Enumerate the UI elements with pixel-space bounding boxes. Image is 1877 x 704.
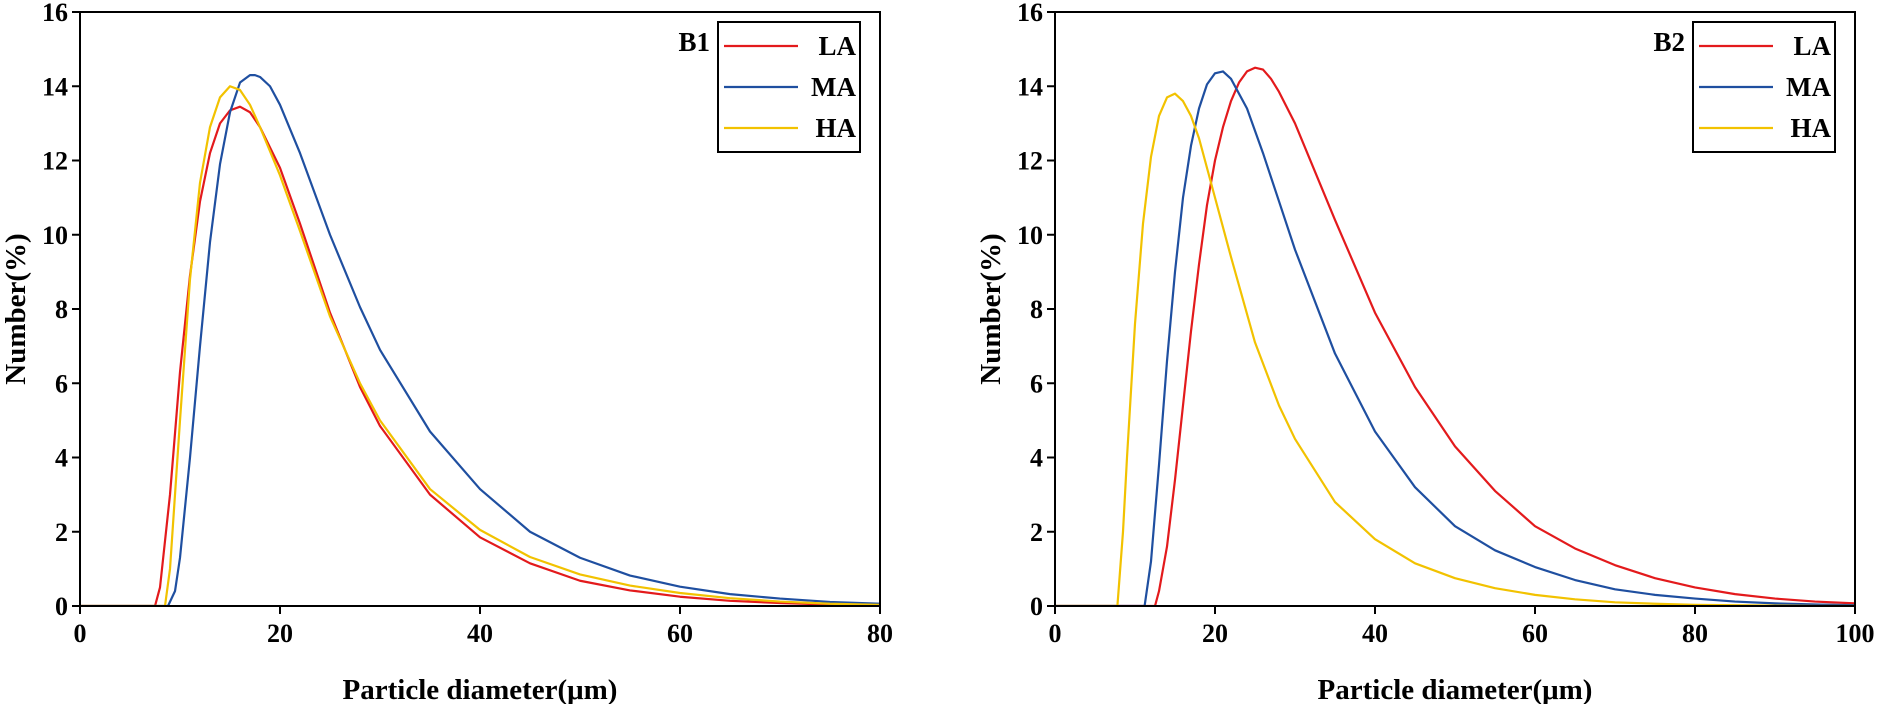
legend-label-la: LA bbox=[818, 31, 856, 61]
x-tick-label: 80 bbox=[1682, 619, 1708, 648]
y-tick-label: 16 bbox=[42, 0, 68, 27]
chart-panel-b2: 0 20 40 60 80 100 0 2 4 6 8 10 12 14 16 Particle diamet… bbox=[975, 0, 1875, 704]
y-tick-label: 10 bbox=[42, 221, 68, 250]
legend: LA MA HA bbox=[1692, 21, 1836, 153]
y-tick-label: 6 bbox=[55, 369, 68, 398]
y-tick-label: 16 bbox=[1017, 0, 1043, 27]
y-tick-label: 4 bbox=[55, 444, 68, 473]
y-tick-label: 2 bbox=[55, 518, 68, 547]
x-tick-label: 100 bbox=[1836, 619, 1875, 648]
series-line-ha bbox=[80, 85, 880, 606]
series-line-ma bbox=[1055, 70, 1855, 606]
x-axis-title: Particle diameter(μm) bbox=[343, 674, 618, 704]
y-tick-label: 0 bbox=[1030, 592, 1043, 621]
x-tick-label: 60 bbox=[667, 619, 693, 648]
y-tick-label: 12 bbox=[42, 147, 68, 176]
y-tick-label: 2 bbox=[1030, 518, 1043, 547]
series-line-la bbox=[1055, 66, 1855, 606]
chart-panel-b1: 0 20 40 60 80 0 2 4 6 8 10 12 14 16 Particle diameter(… bbox=[0, 0, 893, 704]
y-tick-label: 0 bbox=[55, 592, 68, 621]
y-tick-label: 4 bbox=[1030, 444, 1043, 473]
panel-label: B1 bbox=[678, 27, 710, 57]
panel-label: B2 bbox=[1653, 27, 1685, 57]
y-tick-label: 14 bbox=[1017, 72, 1043, 101]
series-line-ha bbox=[1055, 92, 1855, 606]
y-tick-label: 8 bbox=[55, 295, 68, 324]
y-tick-label: 6 bbox=[1030, 369, 1043, 398]
x-tick-label: 0 bbox=[74, 619, 87, 648]
legend-label-la: LA bbox=[1793, 31, 1831, 61]
y-axis-title: Number(%) bbox=[0, 233, 32, 384]
x-tick-label: 20 bbox=[1202, 619, 1228, 648]
y-tick-label: 12 bbox=[1017, 147, 1043, 176]
x-tick-label: 20 bbox=[267, 619, 293, 648]
legend-label-ha: HA bbox=[816, 113, 857, 143]
series-line-ma bbox=[80, 74, 880, 606]
y-tick-label: 14 bbox=[42, 72, 68, 101]
legend-label-ha: HA bbox=[1791, 113, 1832, 143]
y-tick-label: 8 bbox=[1030, 295, 1043, 324]
x-tick-label: 0 bbox=[1049, 619, 1062, 648]
x-axis-title: Particle diameter(μm) bbox=[1318, 674, 1593, 704]
y-tick-label: 10 bbox=[1017, 221, 1043, 250]
series-line-la bbox=[80, 105, 880, 606]
x-tick-label: 80 bbox=[867, 619, 893, 648]
y-axis-title: Number(%) bbox=[975, 233, 1007, 384]
legend-label-ma: MA bbox=[1786, 72, 1831, 102]
x-tick-label: 40 bbox=[467, 619, 493, 648]
legend-label-ma: MA bbox=[811, 72, 856, 102]
x-tick-label: 40 bbox=[1362, 619, 1388, 648]
legend: LA MA HA bbox=[717, 21, 861, 153]
x-tick-label: 60 bbox=[1522, 619, 1548, 648]
